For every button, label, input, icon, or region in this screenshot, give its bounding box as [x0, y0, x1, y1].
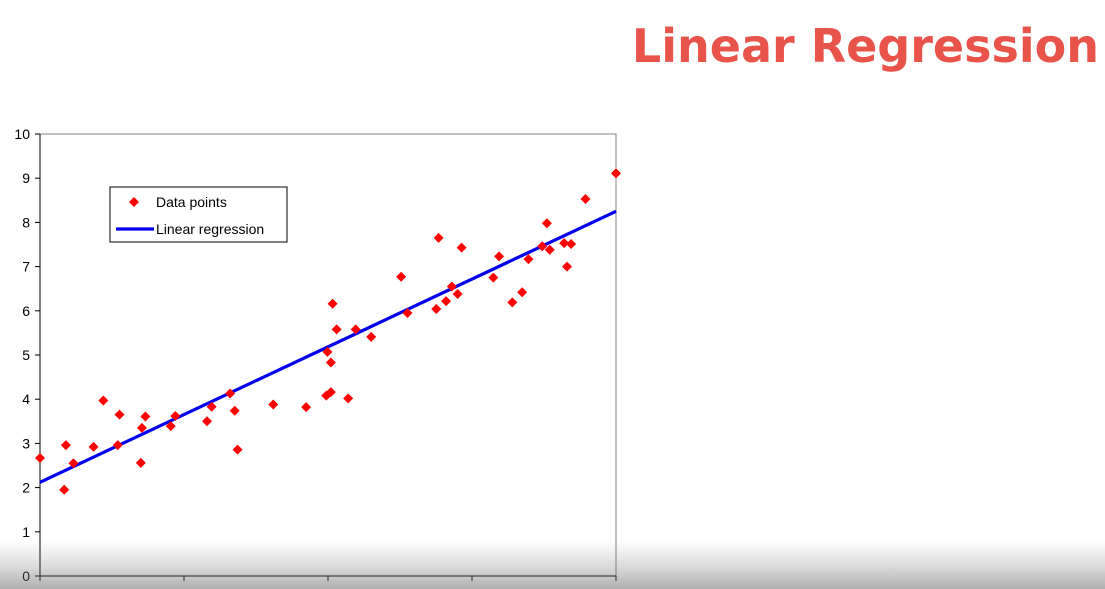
slide-title: Linear Regression [631, 19, 1099, 73]
data-point [452, 289, 463, 300]
data-point [446, 281, 457, 292]
data-point [114, 409, 125, 420]
data-point [325, 357, 336, 368]
y-tick-label: 7 [22, 259, 30, 275]
data-point [544, 244, 555, 255]
y-tick-label: 6 [22, 303, 30, 319]
data-point [559, 238, 570, 249]
data-point [98, 395, 109, 406]
y-tick-label: 1 [22, 524, 30, 540]
data-point [268, 399, 279, 410]
y-tick-label: 3 [22, 435, 30, 451]
regression-line [39, 209, 617, 484]
y-tick-label: 9 [22, 170, 30, 186]
data-point [59, 484, 70, 495]
data-point [301, 402, 312, 413]
data-point [343, 393, 354, 404]
data-point [441, 296, 452, 307]
data-point [523, 254, 534, 265]
data-point [229, 405, 240, 416]
legend-label-data-points: Data points [156, 194, 227, 210]
data-point [60, 440, 71, 451]
data-point [402, 308, 413, 319]
data-point [488, 272, 499, 283]
y-tick-label: 10 [14, 126, 30, 142]
data-point [537, 241, 548, 252]
data-point [202, 416, 213, 427]
data-point [225, 388, 236, 399]
y-tick-label: 8 [22, 214, 30, 230]
data-point [135, 457, 146, 468]
data-point [396, 271, 407, 282]
data-point [566, 239, 577, 250]
data-point [431, 304, 442, 315]
data-point [165, 421, 176, 432]
data-point [140, 411, 151, 422]
data-point [494, 251, 505, 262]
data-point [580, 193, 591, 204]
data-point [112, 440, 123, 451]
data-point [562, 261, 573, 272]
data-point [611, 168, 621, 179]
data-point [322, 346, 333, 357]
y-tick-label: 4 [22, 391, 30, 407]
data-point [541, 218, 552, 229]
data-point [456, 242, 467, 253]
data-point [327, 298, 338, 309]
y-tick-label: 5 [22, 347, 30, 363]
data-point [350, 324, 361, 335]
y-tick-label: 2 [22, 480, 30, 496]
data-point [232, 444, 243, 455]
data-point [331, 324, 342, 335]
data-point [325, 387, 336, 398]
data-point [88, 441, 99, 452]
legend-label-regression: Linear regression [156, 221, 264, 237]
data-point [68, 458, 79, 469]
data-point [517, 287, 528, 298]
legend-marker-data-points [129, 197, 139, 207]
y-tick-label: 0 [22, 568, 30, 584]
data-point [35, 452, 45, 463]
data-point [433, 232, 444, 243]
data-point [206, 401, 217, 412]
data-point [136, 422, 147, 433]
data-point [170, 410, 181, 421]
data-point [366, 331, 377, 342]
data-point [507, 297, 518, 308]
legend-box [109, 186, 288, 243]
